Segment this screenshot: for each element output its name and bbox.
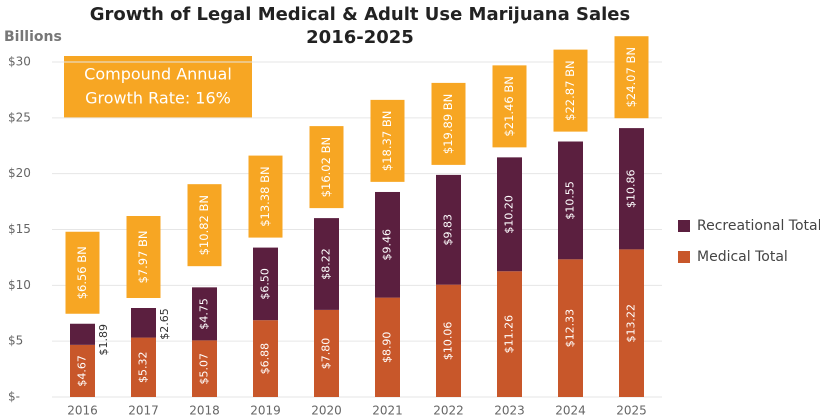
x-tick-label: 2019 — [250, 404, 281, 418]
bar-segment — [375, 191, 400, 298]
bar-segment — [253, 320, 278, 397]
bar-segment — [558, 259, 583, 397]
data-label: $11.26 — [503, 315, 516, 354]
data-label: $8.90 — [381, 332, 394, 364]
y-tick-label: $30 — [8, 55, 31, 69]
data-label: $9.83 — [442, 214, 455, 246]
data-label: $6.50 — [259, 268, 272, 300]
y-tick-label: $5 — [8, 334, 23, 348]
data-label: $13.22 — [625, 304, 638, 343]
bar-segment — [497, 157, 522, 272]
total-box — [492, 65, 527, 148]
data-label: $7.80 — [320, 338, 333, 370]
legend-label: Medical Total — [697, 249, 788, 265]
bar-segment — [131, 308, 156, 338]
data-label: $4.75 — [198, 298, 211, 330]
total-label: $6.56 BN — [75, 246, 89, 299]
data-label: $1.89 — [97, 324, 110, 356]
data-label: $6.88 — [259, 343, 272, 375]
total-label: $21.46 BN — [502, 76, 516, 136]
bar-segment — [192, 340, 217, 397]
bar-segment — [192, 287, 217, 341]
total-label: $18.37 BN — [380, 111, 394, 171]
annotation: Growth Rate: 16% — [85, 89, 231, 108]
y-tick-label: $15 — [8, 222, 31, 236]
total-label: $22.87 BN — [563, 60, 577, 120]
y-tick-label: $20 — [8, 166, 31, 180]
x-tick-label: 2016 — [67, 404, 98, 418]
bar-segment — [619, 249, 644, 397]
total-box — [248, 155, 283, 238]
bar-segment — [558, 141, 583, 260]
total-label: $24.07 BN — [624, 47, 638, 107]
y-tick-label: $25 — [8, 110, 31, 124]
total-box — [431, 82, 466, 165]
x-tick-label: 2017 — [128, 404, 159, 418]
total-box — [309, 126, 344, 209]
total-label: $10.82 BN — [197, 195, 211, 255]
chart-title: Growth of Legal Medical & Adult Use Mari… — [90, 4, 630, 25]
data-label: $2.65 — [158, 308, 171, 340]
data-label: $10.86 — [625, 169, 638, 208]
x-tick-label: 2025 — [616, 404, 647, 418]
bar-segment — [436, 284, 461, 397]
x-tick-label: 2020 — [311, 404, 342, 418]
x-tick-label: 2018 — [189, 404, 220, 418]
x-tick-label: 2021 — [372, 404, 403, 418]
bar-segment — [70, 344, 95, 397]
legend-label: Recreational Total — [697, 218, 820, 234]
total-label: $16.02 BN — [319, 137, 333, 197]
y-tick-label: $- — [8, 390, 20, 404]
total-box — [553, 49, 588, 132]
total-label: $13.38 BN — [258, 166, 272, 226]
data-label: $10.55 — [564, 181, 577, 220]
x-tick-label: 2022 — [433, 404, 464, 418]
chart-subtitle: 2016-2025 — [306, 27, 414, 48]
bar-segment — [314, 309, 339, 397]
bar-segment — [619, 128, 644, 250]
annotation-box — [64, 56, 252, 118]
data-label: $8.22 — [320, 248, 333, 280]
annotation: Compound Annual — [84, 65, 232, 84]
total-label: $19.89 BN — [441, 94, 455, 154]
total-box — [187, 184, 222, 267]
total-box — [126, 216, 161, 299]
data-label: $9.46 — [381, 229, 394, 261]
x-tick-label: 2024 — [555, 404, 586, 418]
bar-segment — [497, 271, 522, 397]
total-label: $7.97 BN — [136, 230, 150, 283]
total-box — [370, 99, 405, 182]
data-label: $10.06 — [442, 322, 455, 361]
bar-segment — [253, 247, 278, 321]
y-axis-label: Billions — [4, 29, 62, 45]
y-tick-label: $10 — [8, 278, 31, 292]
bar-segment — [131, 337, 156, 397]
legend-swatch — [678, 251, 690, 263]
bar-segment — [70, 323, 95, 345]
data-label: $12.33 — [564, 309, 577, 348]
data-label: $5.07 — [198, 353, 211, 385]
data-label: $4.67 — [76, 355, 89, 387]
bar-segment — [375, 297, 400, 397]
x-tick-label: 2023 — [494, 404, 525, 418]
total-box — [614, 36, 649, 119]
bar-segment — [314, 218, 339, 310]
data-label: $5.32 — [137, 352, 150, 384]
total-box — [65, 231, 100, 314]
data-label: $10.20 — [503, 195, 516, 234]
bar-segment — [436, 174, 461, 285]
legend-swatch — [678, 220, 690, 232]
